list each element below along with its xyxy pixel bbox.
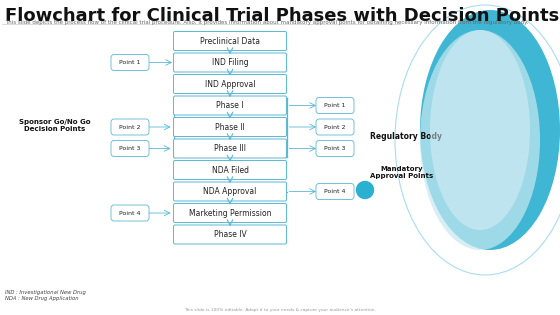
FancyBboxPatch shape bbox=[174, 75, 287, 94]
FancyBboxPatch shape bbox=[174, 96, 287, 115]
FancyBboxPatch shape bbox=[174, 203, 287, 222]
Ellipse shape bbox=[420, 30, 540, 250]
Text: Point 4: Point 4 bbox=[119, 210, 141, 215]
Text: Point 2: Point 2 bbox=[119, 124, 141, 129]
Text: Point 3: Point 3 bbox=[119, 146, 141, 151]
Text: Flowchart for Clinical Trial Phases with Decision Points: Flowchart for Clinical Trial Phases with… bbox=[5, 7, 559, 25]
FancyBboxPatch shape bbox=[174, 182, 287, 201]
Text: Regulatory Body: Regulatory Body bbox=[370, 132, 442, 141]
Ellipse shape bbox=[430, 30, 530, 230]
Text: Mandatory
Approval Points: Mandatory Approval Points bbox=[370, 165, 433, 179]
Text: Phase I: Phase I bbox=[216, 101, 244, 110]
Circle shape bbox=[357, 181, 374, 198]
Text: IND Approval: IND Approval bbox=[205, 79, 255, 89]
Text: IND Filing: IND Filing bbox=[212, 58, 248, 67]
Text: NDA Filed: NDA Filed bbox=[212, 165, 249, 175]
FancyBboxPatch shape bbox=[174, 139, 287, 158]
FancyBboxPatch shape bbox=[174, 53, 287, 72]
FancyBboxPatch shape bbox=[111, 119, 149, 135]
FancyBboxPatch shape bbox=[111, 140, 149, 157]
FancyBboxPatch shape bbox=[316, 140, 354, 157]
Text: Phase IV: Phase IV bbox=[213, 230, 246, 239]
FancyBboxPatch shape bbox=[111, 205, 149, 221]
FancyBboxPatch shape bbox=[174, 117, 287, 136]
FancyBboxPatch shape bbox=[174, 225, 287, 244]
Text: Point 1: Point 1 bbox=[324, 103, 346, 108]
Text: Phase III: Phase III bbox=[214, 144, 246, 153]
Text: Sponsor Go/No Go
Decision Points: Sponsor Go/No Go Decision Points bbox=[19, 119, 91, 132]
FancyBboxPatch shape bbox=[316, 98, 354, 113]
FancyBboxPatch shape bbox=[111, 54, 149, 71]
Ellipse shape bbox=[420, 10, 560, 250]
Text: Preclinical Data: Preclinical Data bbox=[200, 37, 260, 45]
Text: Point 2: Point 2 bbox=[324, 124, 346, 129]
Text: Point 3: Point 3 bbox=[324, 146, 346, 151]
Text: IND : Investigational New Drug: IND : Investigational New Drug bbox=[5, 290, 86, 295]
FancyBboxPatch shape bbox=[174, 161, 287, 180]
FancyBboxPatch shape bbox=[316, 119, 354, 135]
FancyBboxPatch shape bbox=[316, 184, 354, 199]
FancyBboxPatch shape bbox=[174, 32, 287, 50]
Text: Marketing Permission: Marketing Permission bbox=[189, 209, 271, 217]
Text: Point 4: Point 4 bbox=[324, 189, 346, 194]
Text: Phase II: Phase II bbox=[215, 123, 245, 131]
Text: NDA : New Drug Application: NDA : New Drug Application bbox=[5, 296, 78, 301]
Text: This slide depicts the process flow of the clinical trial procedure. Also, it pr: This slide depicts the process flow of t… bbox=[5, 20, 529, 25]
Text: This slide is 100% editable. Adapt it to your needs & capture your audience's at: This slide is 100% editable. Adapt it to… bbox=[184, 308, 376, 312]
Text: Point 1: Point 1 bbox=[119, 60, 141, 65]
Text: NDA Approval: NDA Approval bbox=[203, 187, 256, 196]
